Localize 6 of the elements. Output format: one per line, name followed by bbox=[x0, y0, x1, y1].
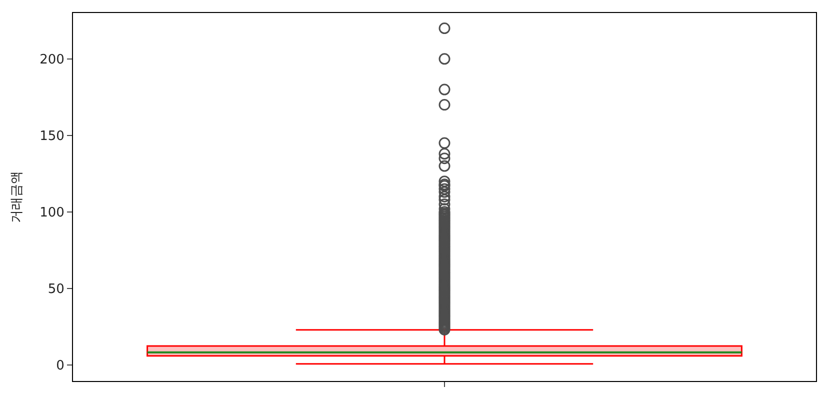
y-axis-title: 거래금액 bbox=[10, 171, 25, 223]
y-tick-label: 100 bbox=[40, 205, 64, 220]
y-tick-label: 0 bbox=[56, 358, 64, 374]
y-tick-label: 150 bbox=[40, 128, 64, 144]
y-tick-label: 50 bbox=[48, 282, 64, 297]
y-tick-label: 200 bbox=[40, 52, 64, 68]
